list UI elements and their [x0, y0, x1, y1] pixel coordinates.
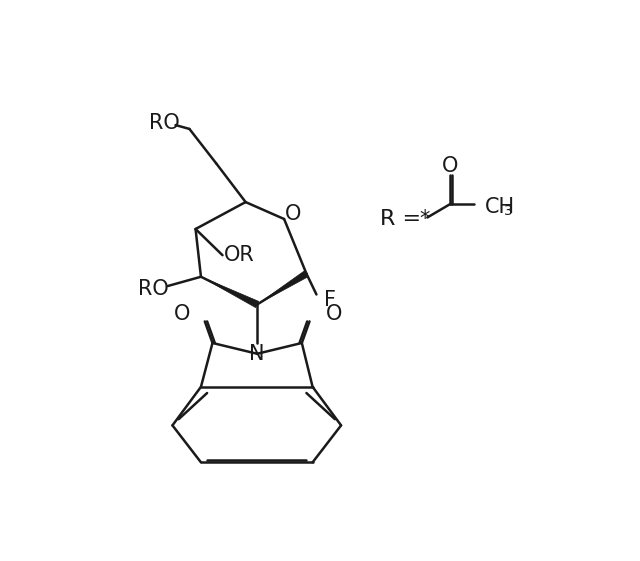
Text: O: O: [442, 156, 458, 176]
Text: *: *: [419, 209, 429, 229]
Text: O: O: [285, 204, 301, 224]
Text: OR: OR: [224, 245, 255, 265]
Text: CH: CH: [485, 197, 515, 217]
Polygon shape: [257, 271, 308, 305]
Text: R =: R =: [380, 209, 429, 229]
Text: N: N: [250, 344, 265, 364]
Text: RO: RO: [138, 279, 168, 299]
Text: RO: RO: [149, 113, 180, 133]
Text: 3: 3: [504, 204, 512, 218]
Text: F: F: [324, 290, 336, 310]
Polygon shape: [201, 277, 259, 307]
Text: O: O: [326, 304, 342, 324]
Text: O: O: [173, 304, 190, 324]
